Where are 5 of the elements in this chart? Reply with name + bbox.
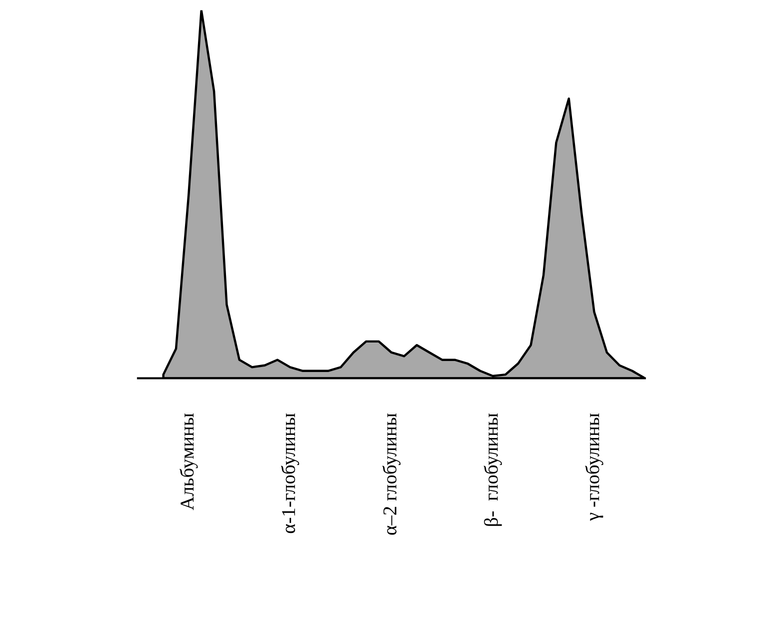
text: Альбумины: [180, 413, 198, 510]
text: β- глобулины: [484, 413, 502, 526]
text: α-1-глобулины: [281, 413, 300, 534]
text: α–2 глобулины: [382, 413, 400, 535]
text: γ -глобулины: [585, 413, 604, 521]
